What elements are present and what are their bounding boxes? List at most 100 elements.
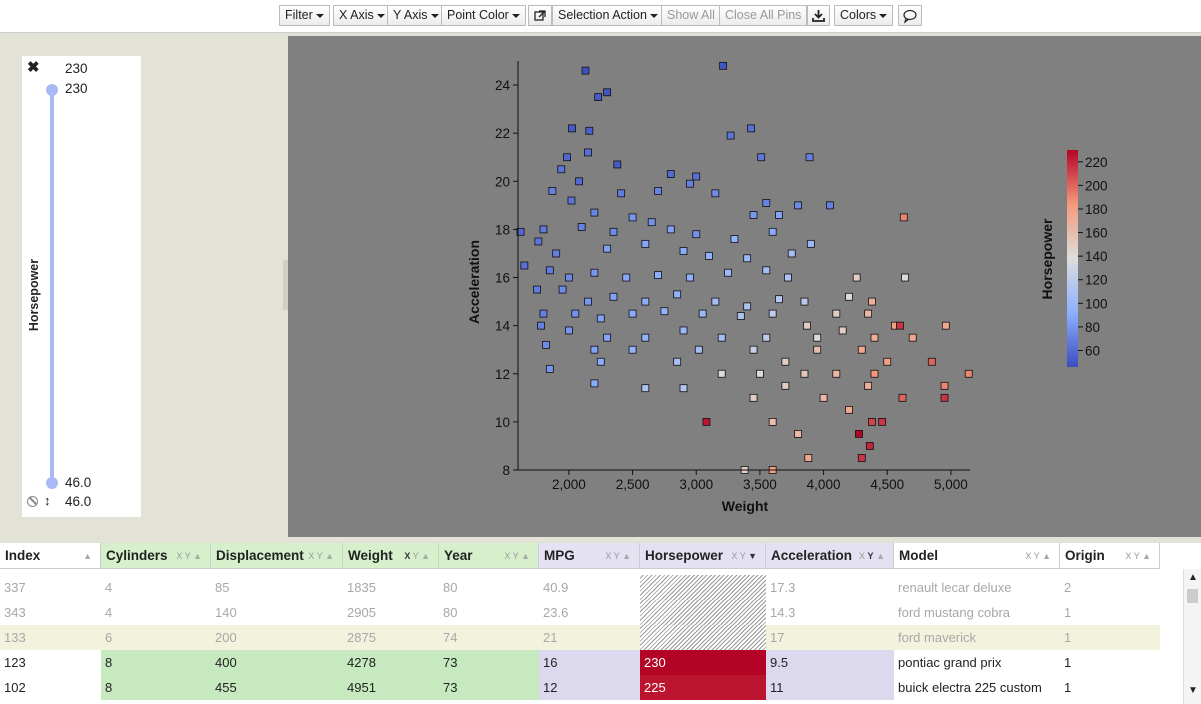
data-point[interactable] <box>647 218 656 227</box>
table-cell[interactable]: 343 <box>4 605 26 620</box>
data-point[interactable] <box>516 227 525 236</box>
data-point[interactable] <box>613 160 622 169</box>
data-point[interactable] <box>908 333 917 342</box>
table-cell[interactable]: 80 <box>443 605 458 620</box>
data-point[interactable] <box>803 321 811 330</box>
scroll-down-icon[interactable]: ▼ <box>1188 685 1198 696</box>
column-header-index[interactable]: Index ▲ <box>0 543 101 569</box>
table-cell[interactable]: 12 <box>539 675 640 700</box>
data-point[interactable] <box>940 381 949 390</box>
data-point[interactable] <box>870 333 879 342</box>
table-cell[interactable] <box>640 575 766 600</box>
y-axis-dropdown[interactable]: Y Axis <box>387 5 445 26</box>
column-header-model[interactable]: Model X Y ▲ <box>894 543 1060 569</box>
x-axis-dropdown[interactable]: X Axis <box>333 5 391 26</box>
data-point[interactable] <box>590 268 599 277</box>
axis-toggle-icon[interactable]: ▲ <box>83 551 92 561</box>
close-all-pins-button[interactable]: Close All Pins <box>719 5 808 26</box>
data-point[interactable] <box>666 225 675 234</box>
data-point[interactable] <box>565 326 573 335</box>
table-cell[interactable]: 6 <box>105 630 113 645</box>
axis-toggle-icon[interactable]: X Y ▲ <box>605 551 631 561</box>
data-point[interactable] <box>584 148 592 157</box>
data-point[interactable] <box>855 430 863 438</box>
data-point[interactable] <box>762 333 771 342</box>
data-point[interactable] <box>749 211 758 219</box>
data-point[interactable] <box>941 321 950 330</box>
table-cell[interactable]: 11 <box>766 675 894 700</box>
data-point[interactable] <box>940 393 949 402</box>
data-point[interactable] <box>603 333 612 342</box>
data-point[interactable] <box>617 189 626 198</box>
axis-toggle-icon[interactable]: X Y ▲ <box>404 551 430 561</box>
column-header-displacement[interactable]: Displacement X Y ▲ <box>211 543 343 569</box>
data-point[interactable] <box>800 297 809 306</box>
data-point[interactable] <box>794 430 803 438</box>
data-point[interactable] <box>719 61 728 70</box>
axis-toggle-icon[interactable]: X Y ▲ <box>308 551 334 561</box>
data-point[interactable] <box>575 177 584 186</box>
data-point[interactable] <box>581 66 590 75</box>
data-point[interactable] <box>717 333 726 342</box>
table-cell[interactable]: 21 <box>543 630 558 645</box>
data-point[interactable] <box>679 247 688 255</box>
table-cell[interactable]: 1835 <box>347 580 376 595</box>
data-point[interactable] <box>896 321 904 330</box>
axis-toggle-icon[interactable]: X Y ▲ <box>1025 551 1051 561</box>
data-point[interactable] <box>743 302 752 311</box>
data-point[interactable] <box>775 211 783 219</box>
data-point[interactable] <box>749 393 758 402</box>
data-point[interactable] <box>520 261 529 270</box>
data-point[interactable] <box>685 273 694 282</box>
table-cell[interactable]: 133 <box>4 630 26 645</box>
column-header-mpg[interactable]: MPG X Y ▲ <box>539 543 640 569</box>
data-point[interactable] <box>622 273 631 282</box>
table-cell[interactable]: 230 <box>640 650 766 675</box>
comment-button[interactable] <box>898 5 922 26</box>
scatter-chart[interactable]: 2,000 2,500 3,000 3,500 4,000 4,500 5,000 8 10 12… <box>288 36 1201 537</box>
table-cell[interactable]: 225 <box>640 675 766 700</box>
filter-dropdown[interactable]: Filter <box>279 5 330 26</box>
data-point[interactable] <box>692 172 701 181</box>
external-link-button[interactable] <box>528 5 552 26</box>
data-point[interactable] <box>730 235 739 243</box>
data-point[interactable] <box>685 179 694 188</box>
data-point[interactable] <box>865 442 874 450</box>
column-header-horsepower[interactable]: Horsepower X Y ▼ <box>640 543 766 569</box>
table-cell[interactable]: renault lecar deluxe <box>898 580 1012 595</box>
data-point[interactable] <box>641 384 650 393</box>
data-point[interactable] <box>826 201 834 210</box>
data-point[interactable] <box>557 165 566 174</box>
table-row[interactable] <box>0 625 1160 650</box>
data-point[interactable] <box>747 124 755 133</box>
table-cell[interactable]: 337 <box>4 580 26 595</box>
data-point[interactable] <box>743 254 752 263</box>
data-point[interactable] <box>762 266 771 275</box>
point-color-dropdown[interactable]: Point Color <box>441 5 526 26</box>
data-point[interactable] <box>804 454 813 462</box>
data-point[interactable] <box>878 417 887 426</box>
table-cell[interactable]: 73 <box>439 650 539 675</box>
table-cell[interactable]: 4 <box>105 605 113 620</box>
data-point[interactable] <box>641 333 650 342</box>
exclude-icon[interactable] <box>27 496 38 507</box>
data-point[interactable] <box>726 131 735 140</box>
data-point[interactable] <box>868 417 876 426</box>
data-point[interactable] <box>775 295 783 304</box>
data-point[interactable] <box>577 223 586 231</box>
data-point[interactable] <box>787 249 796 258</box>
table-cell[interactable]: ford mustang cobra <box>898 605 1011 620</box>
table-cell[interactable]: 1 <box>1064 630 1072 645</box>
table-scrollbar[interactable]: ▲ ▼ <box>1183 569 1201 704</box>
data-point[interactable] <box>563 153 571 162</box>
download-button[interactable] <box>807 5 830 26</box>
data-point[interactable] <box>673 290 682 299</box>
data-point[interactable] <box>711 189 720 198</box>
data-point[interactable] <box>864 309 873 318</box>
data-point[interactable] <box>641 297 650 306</box>
vertical-resize-icon[interactable]: ↕ <box>44 493 51 508</box>
data-point[interactable] <box>749 345 758 354</box>
slider-min-handle[interactable] <box>46 477 58 489</box>
data-point[interactable] <box>533 285 541 294</box>
data-point[interactable] <box>654 271 662 280</box>
